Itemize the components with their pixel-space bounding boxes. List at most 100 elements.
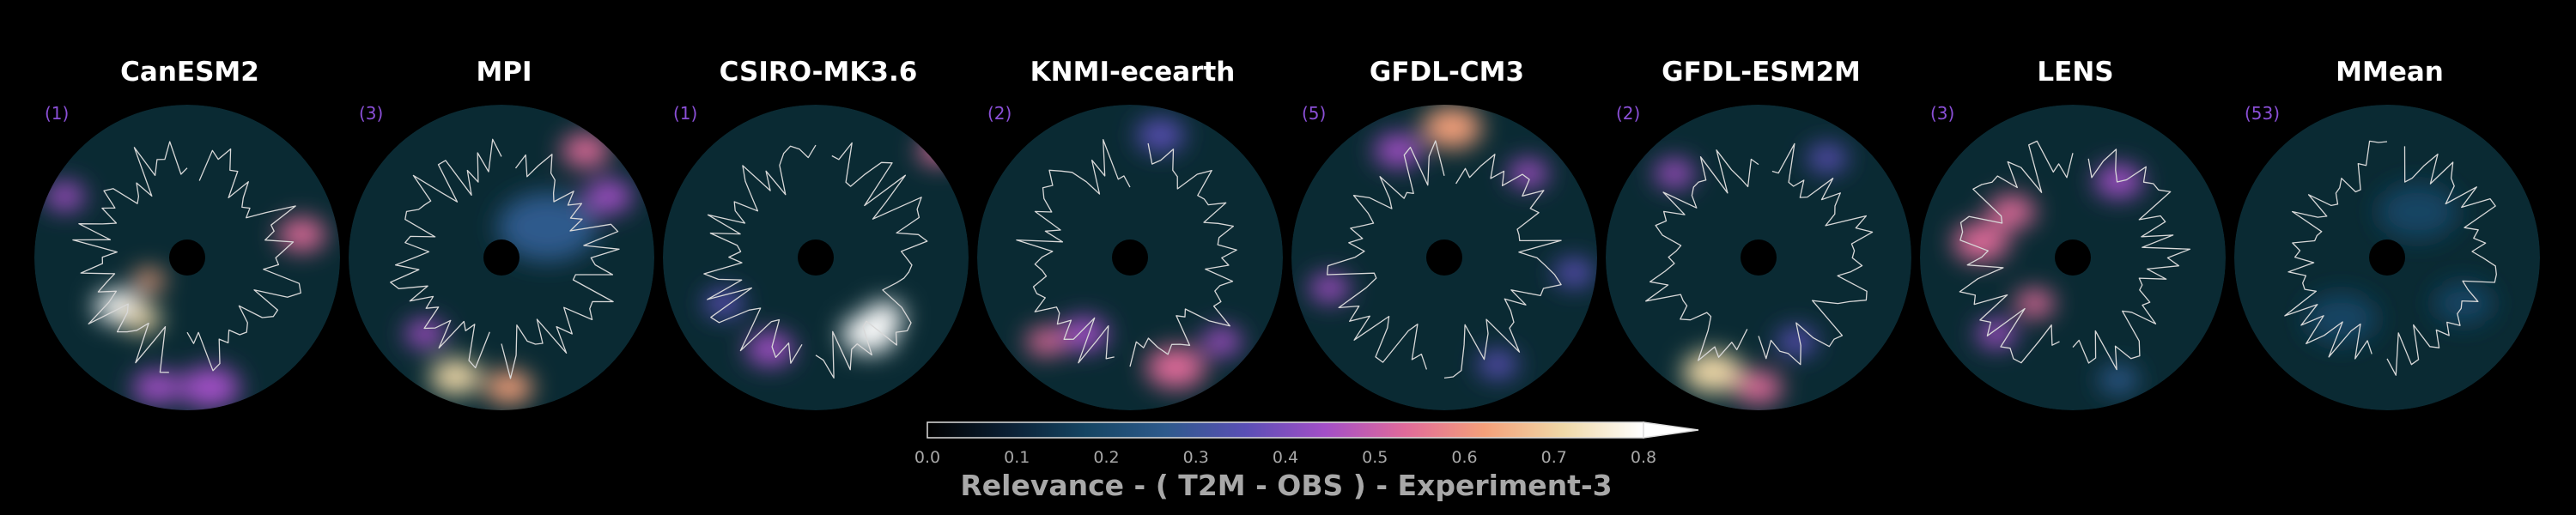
panel-title: CSIRO-MK3.6 — [719, 57, 918, 88]
ensemble-count-label: (1) — [673, 103, 698, 124]
relevance-hotspot — [1777, 327, 1817, 355]
colorbar-tick-label: 0.8 — [1630, 448, 1657, 467]
coastline — [2284, 140, 2388, 360]
pole-hole — [169, 239, 205, 276]
panel-title: KNMI-ecearth — [1030, 57, 1236, 88]
pole-hole — [1741, 239, 1777, 276]
panel-title: LENS — [2037, 57, 2114, 88]
relevance-hotspot — [1682, 351, 1743, 393]
relevance-hotspot — [918, 136, 958, 165]
pole-hole — [1112, 239, 1148, 276]
polar-map — [977, 105, 1283, 410]
relevance-hotspot — [2099, 366, 2139, 394]
map-panel: CSIRO-MK3.6 (1) — [661, 0, 975, 429]
coastline — [1443, 154, 1562, 379]
panel-title: MPI — [476, 57, 532, 88]
relevance-hotspot — [1654, 160, 1695, 188]
relevance-hotspot — [485, 371, 533, 404]
polar-map — [34, 105, 340, 410]
relevance-hotspot — [1735, 371, 1783, 404]
map-panel: MMean (53) — [2233, 0, 2547, 429]
relevance-hotspot — [132, 371, 181, 404]
coastline — [815, 142, 928, 379]
polar-map — [349, 105, 654, 410]
colorbar-tick-label: 0.2 — [1093, 448, 1120, 467]
coastline — [1758, 142, 1874, 366]
relevance-hotspot — [1953, 222, 2009, 262]
relevance-hotspot — [429, 359, 482, 395]
ensemble-count-label: (5) — [1302, 103, 1327, 124]
colorbar: 0.0 0.1 0.2 0.3 0.4 0.5 0.6 0.7 0.8 Relevance - … — [914, 419, 1716, 513]
polar-map — [663, 105, 969, 410]
relevance-hotspot — [1422, 106, 1482, 148]
relevance-hotspot — [562, 134, 610, 167]
relevance-hotspot — [1201, 327, 1242, 355]
relevance-hotspot — [497, 192, 598, 262]
relevance-hotspot — [132, 269, 166, 292]
panel-title: CanESM2 — [120, 57, 259, 88]
relevance-hotspot — [1025, 327, 1066, 355]
pole-hole — [2055, 239, 2091, 276]
relevance-hotspot — [1554, 258, 1595, 287]
ensemble-count-label: (1) — [45, 103, 70, 124]
map-panel: CanESM2 (1) — [33, 0, 347, 429]
coastline — [703, 144, 817, 364]
relevance-hotspot — [1478, 350, 1518, 379]
coastline — [1129, 142, 1237, 367]
relevance-hotspot — [1136, 118, 1185, 152]
relevance-hotspot — [277, 218, 326, 251]
pole-hole — [798, 239, 834, 276]
pole-hole — [483, 239, 519, 276]
relevance-hotspot — [584, 179, 633, 214]
map-panel: LENS (3) — [1918, 0, 2233, 429]
relevance-hotspot — [1508, 160, 1549, 188]
colorbar-tick-label: 0.3 — [1182, 448, 1209, 467]
polar-map — [1606, 105, 1911, 410]
relevance-hotspot — [404, 319, 446, 348]
relevance-hotspot — [2378, 184, 2458, 239]
relevance-hotspot — [704, 289, 744, 318]
colorbar-tick-label: 0.1 — [1004, 448, 1030, 467]
colorbar-tick-label: 0.4 — [1272, 448, 1299, 467]
relevance-hotspot — [1988, 195, 2036, 228]
colorbar-tick-label: 0.5 — [1362, 448, 1388, 467]
polar-map — [1291, 105, 1597, 410]
colorbar-bar — [927, 421, 1699, 439]
colorbar-tick-label: 0.0 — [914, 448, 941, 467]
coastline — [186, 148, 301, 372]
coastline — [1326, 140, 1445, 370]
relevance-hotspot — [1807, 144, 1848, 173]
relevance-hotspot — [2014, 289, 2055, 318]
coastline — [1645, 149, 1759, 361]
map-panel: KNMI-ecearth (2) — [975, 0, 1290, 429]
ensemble-count-label: (3) — [1930, 103, 1955, 124]
polar-map — [1920, 105, 2226, 410]
pole-hole — [2369, 239, 2405, 276]
relevance-hotspot — [864, 301, 905, 330]
relevance-hotspot — [2433, 282, 2494, 324]
coastline — [2072, 148, 2191, 371]
relevance-hotspot — [1309, 274, 1350, 302]
ensemble-count-label: (3) — [359, 103, 384, 124]
polar-map — [2234, 105, 2540, 410]
panel-title: MMean — [2336, 57, 2444, 88]
coastline — [390, 138, 502, 369]
coastline — [2386, 146, 2497, 376]
relevance-hotspot — [1145, 347, 1206, 389]
panel-title: GFDL-CM3 — [1369, 57, 1525, 88]
relevance-hotspot — [1976, 319, 2017, 348]
colorbar-tick-label: 0.7 — [1540, 448, 1567, 467]
relevance-hotspot — [45, 182, 85, 210]
coastline — [1959, 140, 2074, 364]
map-panel: GFDL-CM3 (5) — [1290, 0, 1604, 429]
relevance-hotspot — [745, 332, 794, 367]
pole-hole — [1426, 239, 1462, 276]
relevance-hotspot — [121, 305, 161, 333]
relevance-hotspot — [179, 367, 240, 409]
colorbar-label: Relevance - ( T2M - OBS ) - Experiment-3 — [960, 469, 1613, 502]
coastline — [72, 141, 188, 373]
ensemble-count-label: (2) — [1616, 103, 1641, 124]
relevance-hotspot — [1374, 134, 1423, 167]
ensemble-count-label: (53) — [2245, 103, 2281, 124]
coastline — [501, 154, 620, 379]
